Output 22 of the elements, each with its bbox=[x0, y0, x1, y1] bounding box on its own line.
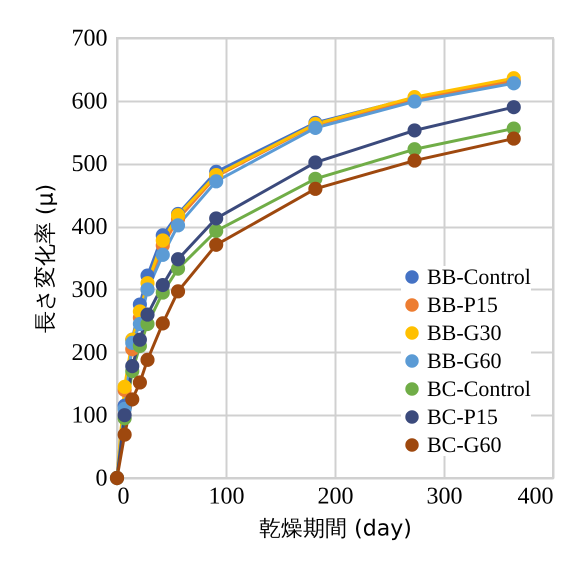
legend-label: BB-P15 bbox=[427, 292, 498, 317]
y-axis-title: 長さ変化率 (μ) bbox=[34, 184, 58, 334]
legend-label: BC-G60 bbox=[427, 432, 502, 457]
x-tick-label: 0 bbox=[118, 484, 130, 510]
x-axis-title: 乾燥期間 (day) bbox=[259, 516, 412, 542]
x-tick-label: 100 bbox=[208, 484, 244, 510]
y-tick-label: 100 bbox=[72, 402, 108, 429]
y-tick-label: 500 bbox=[72, 151, 108, 178]
legend-label: BB-G60 bbox=[427, 348, 502, 373]
y-tick-label: 400 bbox=[72, 214, 108, 240]
y-tick-label: 0 bbox=[96, 466, 108, 492]
y-tick-label: 600 bbox=[72, 88, 108, 114]
legend-label: BB-Control bbox=[427, 264, 531, 289]
legend-label: BC-Control bbox=[427, 376, 531, 401]
legend-label: BC-P15 bbox=[427, 404, 498, 429]
x-tick-label: 300 bbox=[426, 484, 462, 510]
legend-label: BB-G30 bbox=[427, 320, 502, 345]
y-tick-label: 300 bbox=[72, 276, 108, 303]
y-tick-label: 200 bbox=[72, 340, 108, 366]
y-tick-label: 700 bbox=[72, 26, 108, 52]
x-tick-label: 400 bbox=[518, 484, 554, 510]
x-tick-label: 200 bbox=[318, 484, 354, 510]
